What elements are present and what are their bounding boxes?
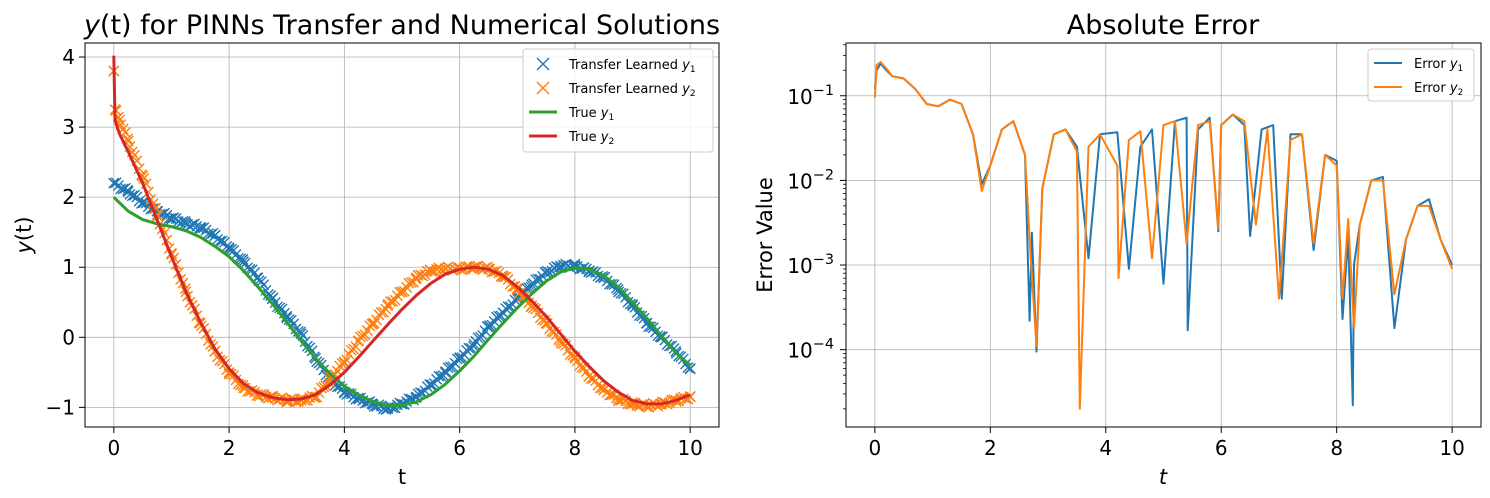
right-chart-title: Absolute Error: [1067, 10, 1260, 41]
marker-transfer-learned-y1: [433, 370, 445, 382]
right-x-tick-label: 8: [1330, 436, 1343, 460]
legend-swatch: [536, 81, 550, 95]
marker-transfer-learned-y2: [431, 263, 443, 275]
marker-transfer-learned-y1: [306, 345, 318, 357]
marker-transfer-learned-y2: [603, 389, 615, 401]
marker-transfer-learned-y2: [336, 357, 348, 369]
right-x-tick-label: 0: [868, 436, 881, 460]
left-x-tick-label: 6: [453, 436, 466, 460]
left-x-tick-label: 4: [338, 436, 351, 460]
right-x-tick-label: 10: [1439, 436, 1464, 460]
left-y-tick-label: 2: [62, 185, 75, 209]
legend-label: True y2: [568, 130, 614, 147]
left-x-tick-label: 2: [223, 436, 236, 460]
left-y-tick-label: 3: [62, 115, 75, 139]
left-x-tick-label: 8: [569, 436, 582, 460]
right-x-axis-label: t: [1159, 465, 1168, 489]
right-plot-area: [873, 61, 1454, 410]
marker-transfer-learned-y1: [557, 259, 569, 271]
marker-transfer-learned-y2: [594, 382, 606, 394]
marker-transfer-learned-y1: [652, 330, 664, 342]
marker-transfer-learned-y1: [202, 228, 214, 240]
left-x-axis-label: t: [398, 465, 406, 489]
series-error-y1: [873, 62, 1454, 407]
marker-transfer-learned-y1: [112, 180, 124, 192]
legend-label: Error y1: [1414, 57, 1463, 74]
left-chart: y(t) for PINNs Transfer and Numerical So…: [12, 10, 720, 489]
right-x-tick-label: 4: [1099, 436, 1112, 460]
marker-transfer-learned-y1: [541, 265, 553, 277]
right-y-tick-label: 10−1: [787, 83, 834, 109]
left-plot-area: [108, 55, 696, 416]
left-ticks: 0 2 4 6 8 10 −1 0 1 2 3 4: [46, 45, 703, 460]
marker-transfer-learned-y1: [214, 235, 226, 247]
left-y-axis-label: y(t): [12, 216, 36, 254]
left-legend-box: [522, 48, 714, 153]
left-y-tick-label: 1: [62, 255, 75, 279]
marker-transfer-learned-y2: [345, 344, 357, 356]
legend-label: Transfer Learned y1: [568, 58, 696, 75]
legend-label: True y1: [568, 106, 614, 123]
right-chart: Absolute Error 0 2 4 6 8 10 10−4 10−3 10−2 10−1 t…: [753, 10, 1482, 489]
marker-transfer-learned-y2: [414, 269, 426, 281]
left-y-tick-label: 0: [62, 325, 75, 349]
left-x-tick-label: 0: [107, 436, 120, 460]
series-transfer-learned-y1: [108, 177, 696, 416]
legend-swatch: [536, 57, 550, 71]
marker-transfer-learned-y1: [262, 288, 274, 300]
series-true-y2: [112, 55, 691, 406]
series-error-y2: [873, 61, 1454, 410]
left-axes-frame: [84, 42, 720, 428]
right-grid: [846, 43, 1481, 427]
right-y-tick-label: 10−2: [787, 167, 834, 193]
marker-transfer-learned-y2: [403, 277, 415, 289]
left-y-tick-label: −1: [46, 395, 75, 419]
right-y-axis-label: Error Value: [753, 177, 777, 293]
marker-transfer-learned-y1: [442, 362, 454, 374]
legend-label: Transfer Learned y2: [568, 82, 696, 99]
marker-transfer-learned-y1: [684, 362, 696, 374]
legend-label: Error y2: [1414, 81, 1463, 98]
marker-transfer-learned-y2: [375, 306, 387, 318]
left-y-tick-label: 4: [62, 45, 75, 69]
marker-transfer-learned-y2: [341, 354, 353, 366]
left-legend: Transfer Learned y1 Transfer Learned y2 Tr…: [522, 48, 714, 153]
marker-transfer-learned-y1: [530, 274, 542, 286]
series-true-y1: [112, 196, 692, 407]
marker-transfer-learned-y1: [412, 388, 424, 400]
marker-transfer-learned-y1: [205, 228, 217, 240]
marker-transfer-learned-y2: [394, 286, 406, 298]
right-y-tick-label: 10−3: [787, 252, 834, 278]
marker-transfer-learned-y2: [350, 341, 362, 353]
right-x-tick-label: 2: [984, 436, 997, 460]
right-legend: Error y1 Error y2: [1367, 48, 1475, 102]
right-ticks: 0 2 4 6 8 10 10−4 10−3 10−2 10−1: [787, 44, 1465, 460]
marker-transfer-learned-y1: [115, 183, 127, 195]
marker-transfer-learned-y1: [135, 197, 147, 209]
marker-transfer-learned-y1: [624, 298, 636, 310]
right-y-tick-label: 10−4: [787, 337, 834, 363]
marker-transfer-learned-y2: [518, 291, 530, 303]
left-x-tick-label: 10: [677, 436, 702, 460]
right-axes-frame: [845, 42, 1482, 428]
left-chart-title: y(t) for PINNs Transfer and Numerical So…: [83, 10, 720, 41]
marker-transfer-learned-y1: [682, 362, 694, 374]
right-x-tick-label: 6: [1215, 436, 1228, 460]
marker-transfer-learned-y2: [225, 368, 237, 380]
